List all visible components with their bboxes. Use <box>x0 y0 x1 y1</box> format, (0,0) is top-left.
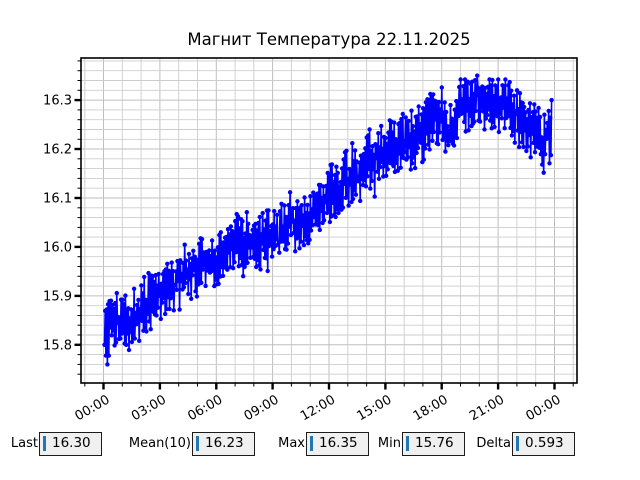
x-tick-label: 09:00 <box>242 392 282 424</box>
x-tick-label: 00:00 <box>73 392 113 424</box>
y-tick-label: 15.8 <box>43 338 72 353</box>
chart-title: Магнит Температура 22.11.2025 <box>187 30 471 49</box>
y-tick-label: 16.3 <box>43 94 72 109</box>
field-delta-label: Delta <box>476 436 511 451</box>
text-cursor-icon <box>516 436 519 451</box>
y-tick-label: 16.1 <box>43 192 72 207</box>
x-tick-label: 12:00 <box>298 392 338 424</box>
x-tick-label: 00:00 <box>524 392 564 424</box>
field-min-value-box[interactable]: Min 15.76 <box>378 432 465 456</box>
field-min-label: Min <box>377 436 401 451</box>
text-cursor-icon <box>196 436 199 451</box>
text-cursor-icon <box>310 436 313 451</box>
field-mean10-value-box[interactable]: Mean(10) 16.23 <box>129 432 255 456</box>
temperature-series <box>102 73 554 367</box>
x-tick-label: 21:00 <box>467 392 507 424</box>
field-mean10-value: 16.23 <box>205 435 244 451</box>
field-min-value: 15.76 <box>415 435 454 451</box>
x-tick-label: 06:00 <box>185 392 225 424</box>
x-tick-label: 18:00 <box>411 392 451 424</box>
plot-frame <box>80 57 578 384</box>
field-last-value-box[interactable]: Last 16.30 <box>11 432 102 456</box>
x-tick-label: 15:00 <box>354 392 394 424</box>
text-cursor-icon <box>406 436 409 451</box>
chart-canvas: 00:00 03:00 06:00 09:00 12:00 15:00 18:00 21:00… <box>43 57 578 424</box>
field-delta-value: 0.593 <box>525 435 564 451</box>
field-last-label: Last <box>10 436 38 451</box>
y-tick-label: 15.9 <box>43 289 72 304</box>
field-max-value: 16.35 <box>319 435 358 451</box>
x-tick-label: 03:00 <box>129 392 169 424</box>
y-tick-label: 16.2 <box>43 143 72 158</box>
field-last-value: 16.30 <box>52 435 91 451</box>
temperature-chart: 00:00 03:00 06:00 09:00 12:00 15:00 18:00 21:00… <box>43 57 578 424</box>
y-tick-label: 16.0 <box>43 240 72 255</box>
field-max-label: Max <box>278 436 305 451</box>
text-cursor-icon <box>43 436 46 451</box>
field-mean10-label: Mean(10) <box>128 436 191 451</box>
field-max-value-box[interactable]: Max 16.35 <box>278 432 369 456</box>
field-delta-value-box[interactable]: Delta 0.593 <box>476 432 575 456</box>
